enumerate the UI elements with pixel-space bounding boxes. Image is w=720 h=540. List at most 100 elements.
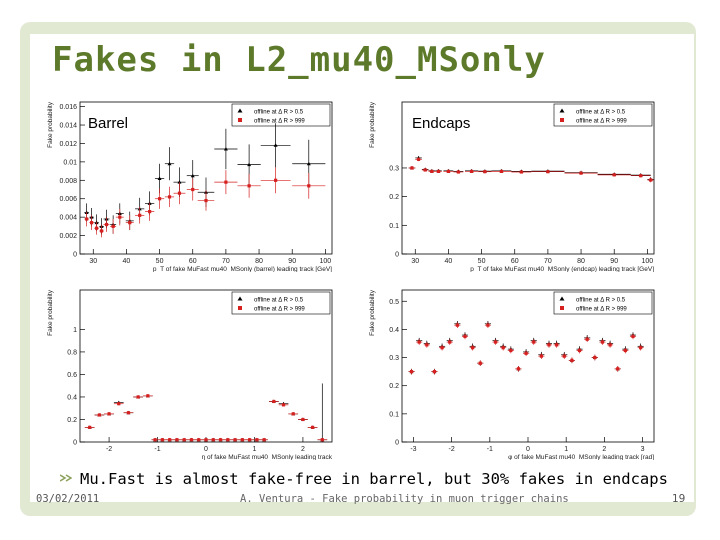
y-tick-label: 0.1 — [389, 411, 399, 418]
data-point — [224, 438, 232, 442]
y-axis-label: Fake probability — [369, 289, 376, 336]
marker-square — [97, 413, 101, 417]
marker-square — [85, 217, 89, 221]
marker-square — [167, 195, 172, 199]
marker-square — [425, 343, 429, 347]
marker-square — [197, 438, 201, 442]
marker-square — [118, 215, 122, 219]
panel-label: Barrel — [88, 115, 128, 132]
x-tick-label: 0 — [204, 446, 208, 453]
x-tick-label: 90 — [610, 258, 618, 265]
marker-square — [470, 169, 474, 174]
x-tick-label: 100 — [642, 258, 654, 265]
x-tick-label: -1 — [154, 446, 160, 453]
data-point — [307, 425, 318, 429]
data-point — [292, 172, 326, 199]
marker-square — [649, 178, 653, 182]
data-point — [629, 333, 637, 340]
data-point — [214, 170, 238, 195]
legend-label: offline at Δ R > 999 — [254, 119, 305, 125]
data-point — [260, 167, 291, 194]
marker-square — [577, 348, 582, 353]
panel-label: Endcaps — [412, 115, 470, 132]
marker-square — [148, 210, 152, 214]
data-point — [637, 344, 644, 351]
data-point — [530, 339, 537, 345]
marker-square — [456, 170, 460, 174]
marker-square — [432, 370, 437, 374]
marker-square — [128, 221, 132, 225]
data-point — [202, 438, 210, 442]
data-point — [113, 402, 124, 406]
marker-square — [218, 438, 223, 442]
marker-square — [486, 323, 490, 327]
marker-square — [430, 169, 434, 174]
data-point — [154, 163, 165, 194]
plot-frame — [79, 289, 333, 443]
data-point — [461, 333, 469, 340]
data-point — [123, 411, 134, 415]
marker-square — [446, 169, 451, 174]
marker-square — [126, 411, 131, 415]
marker-square — [177, 191, 182, 195]
y-tick-label: 0.2 — [389, 383, 399, 390]
marker-square — [211, 438, 215, 442]
data-point — [317, 438, 328, 442]
marker-square — [524, 351, 528, 355]
legend-box — [553, 103, 653, 127]
data-point — [531, 170, 565, 174]
bullet-arrow-icon — [60, 474, 72, 482]
data-point — [180, 438, 188, 442]
y-tick-label: 0.2 — [389, 194, 399, 201]
y-axis-label: Fake probability — [47, 101, 54, 148]
legend-marker — [559, 296, 565, 301]
x-tick-label: 2 — [301, 446, 305, 453]
marker-square — [136, 395, 140, 399]
data-point — [408, 368, 415, 375]
data-point — [423, 342, 430, 348]
marker-square — [226, 438, 230, 442]
marker-square — [579, 171, 583, 175]
marker-square — [291, 412, 295, 416]
marker-square — [509, 348, 513, 353]
marker-square — [463, 334, 467, 339]
marker-square — [436, 169, 441, 174]
data-point — [469, 344, 476, 351]
x-tick-label: 80 — [255, 258, 263, 265]
marker-square — [281, 403, 286, 407]
data-point — [186, 178, 199, 201]
marker-square — [182, 438, 186, 442]
data-point — [214, 128, 238, 170]
marker-square — [555, 343, 559, 347]
y-tick-label: 0.016 — [59, 104, 77, 111]
marker-square — [191, 187, 195, 192]
marker-triangle — [157, 176, 162, 180]
y-tick-label: 0 — [395, 252, 399, 259]
marker-triangle — [223, 146, 228, 151]
marker-square — [255, 438, 259, 442]
bullet-point: Mu.Fast is almost fake-free in barrel, b… — [60, 470, 668, 488]
marker-square — [631, 334, 635, 339]
data-point — [125, 215, 134, 231]
x-tick-label: 40 — [445, 258, 453, 265]
data-point — [491, 169, 512, 174]
data-point — [84, 211, 89, 227]
data-point — [614, 366, 621, 372]
legend-marker — [238, 118, 242, 122]
data-point — [591, 354, 598, 361]
marker-triangle — [190, 173, 195, 178]
marker-square — [448, 340, 452, 344]
legend-label: offline at Δ R > 0.5 — [254, 298, 304, 304]
x-tick-label: -2 — [106, 446, 112, 453]
data-point — [253, 438, 261, 442]
marker-square — [639, 174, 643, 178]
data-point — [288, 412, 299, 416]
y-tick-label: 0.01 — [63, 159, 77, 166]
marker-square — [639, 346, 643, 350]
data-point — [245, 438, 254, 442]
y-tick-label: 0 — [395, 440, 399, 447]
marker-square — [320, 438, 324, 442]
marker-square — [501, 346, 505, 350]
data-point — [500, 344, 507, 351]
